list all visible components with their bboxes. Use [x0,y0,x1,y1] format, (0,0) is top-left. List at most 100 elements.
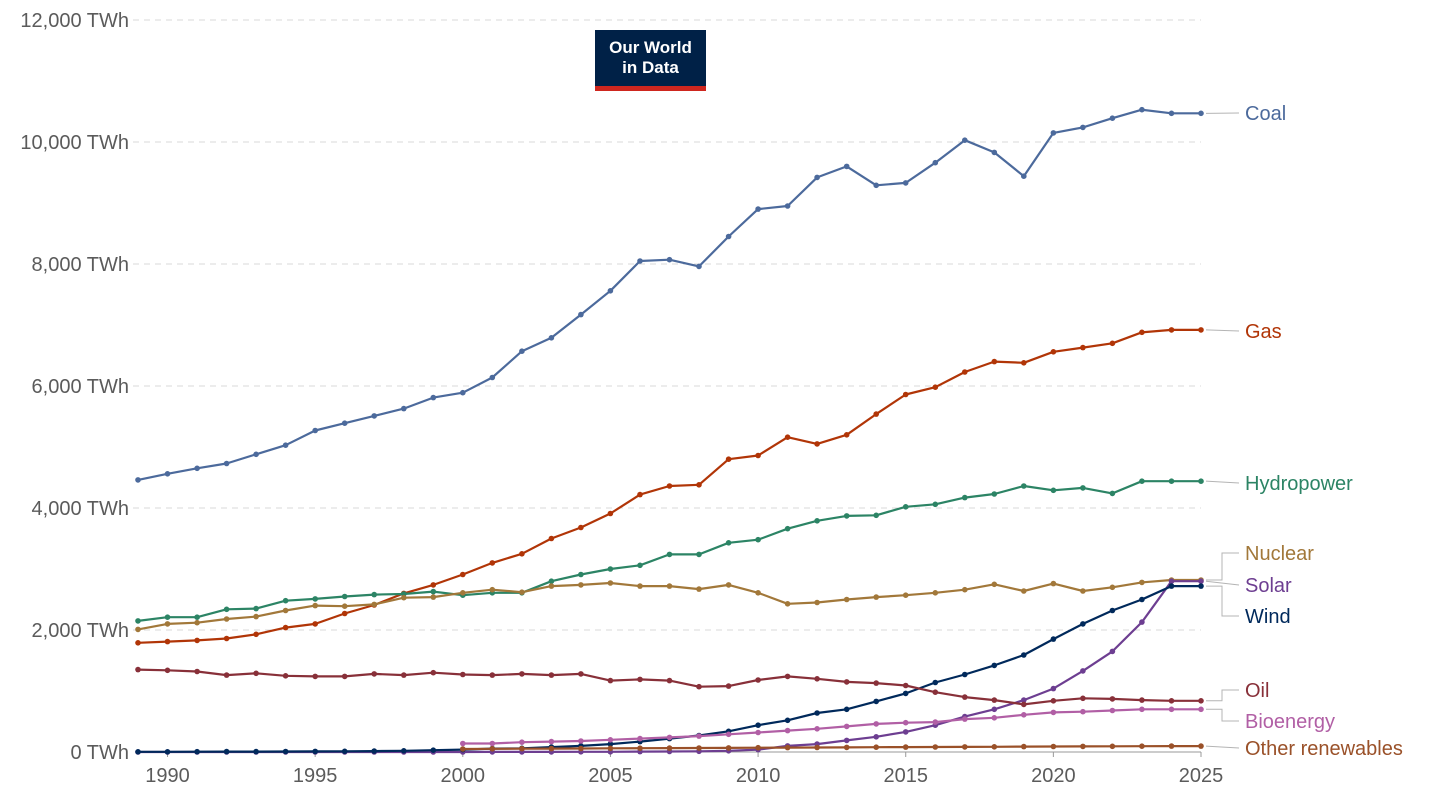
oil-point[interactable] [607,677,614,684]
gas-point[interactable] [637,491,643,498]
wind-point[interactable] [873,698,879,705]
nuclear-point[interactable] [1109,584,1116,591]
wind-point[interactable] [401,748,407,754]
hydropower-point[interactable] [312,596,319,602]
coal-point[interactable] [401,405,407,412]
bioenergy-label[interactable]: Bioenergy [1245,711,1335,733]
oil-point[interactable] [1021,701,1027,708]
gas-point[interactable] [843,432,850,438]
oil-point[interactable] [489,672,496,678]
coal-point[interactable] [1168,110,1175,117]
nuclear-point[interactable] [223,616,230,622]
bioenergy-point[interactable] [962,716,968,722]
other-renewables-point[interactable] [755,744,761,751]
nuclear-point[interactable] [282,607,289,614]
hydropower-point[interactable] [1050,487,1057,494]
solar-point[interactable] [873,734,879,740]
nuclear-point[interactable] [607,580,614,586]
hydropower-point[interactable] [1109,490,1116,497]
hydropower-point[interactable] [755,536,761,543]
wind-point[interactable] [1050,636,1057,642]
nuclear-point[interactable] [135,626,141,633]
bioenergy-point[interactable] [725,731,732,738]
wind-point[interactable] [902,690,909,697]
gas-point[interactable] [282,624,289,631]
other-renewables-point[interactable] [696,745,702,751]
nuclear-point[interactable] [696,586,702,592]
oil-point[interactable] [666,677,673,684]
other-renewables-point[interactable] [991,744,998,750]
other-renewables-point[interactable] [1050,743,1057,750]
nuclear-point[interactable] [873,594,879,600]
oil-point[interactable] [1198,698,1204,704]
nuclear-point[interactable] [489,586,496,593]
nuclear-point[interactable] [519,589,525,595]
hydropower-point[interactable] [223,606,230,613]
oil-point[interactable] [1080,695,1086,702]
wind-line[interactable] [136,584,1203,753]
oil-point[interactable] [282,673,289,679]
gas-point[interactable] [1139,329,1145,336]
hydropower-point[interactable] [814,518,820,524]
coal-point[interactable] [814,174,820,181]
wind-point[interactable] [962,671,968,678]
hydropower-point[interactable] [873,512,879,519]
gas-point[interactable] [962,369,968,375]
wind-point[interactable] [253,748,259,755]
nuclear-point[interactable] [814,599,820,606]
nuclear-point[interactable] [1021,588,1027,594]
coal-point[interactable] [282,442,289,449]
coal-point[interactable] [341,420,348,427]
oil-point[interactable] [223,672,230,678]
coal-point[interactable] [223,460,230,467]
hydropower-point[interactable] [578,571,584,578]
gas-point[interactable] [548,535,555,542]
coal-point[interactable] [1109,115,1116,121]
nuclear-point[interactable] [991,581,998,588]
gas-point[interactable] [666,483,673,489]
coal-point[interactable] [489,374,496,381]
gas-point[interactable] [902,391,909,398]
coal-point[interactable] [725,233,732,240]
other-renewables-point[interactable] [814,744,820,751]
oil-point[interactable] [755,677,761,683]
gas-point[interactable] [814,441,820,447]
nuclear-label[interactable]: Nuclear [1245,543,1314,565]
series-other-renewables[interactable] [460,743,1204,752]
coal-point[interactable] [932,159,939,166]
other-renewables-point[interactable] [725,745,732,751]
gas-point[interactable] [489,560,496,566]
gas-point[interactable] [135,640,141,646]
bioenergy-point[interactable] [1080,708,1086,715]
hydropower-point[interactable] [282,597,289,604]
wind-point[interactable] [784,717,791,724]
nuclear-point[interactable] [1050,580,1057,587]
hydropower-point[interactable] [725,540,732,546]
nuclear-point[interactable] [755,590,761,596]
gas-point[interactable] [607,510,614,517]
solar-point[interactable] [1080,668,1086,674]
coal-point[interactable] [253,451,259,458]
coal-point[interactable] [666,256,673,263]
oil-point[interactable] [194,668,200,675]
gas-point[interactable] [194,637,200,644]
oil-point[interactable] [637,676,643,683]
bioenergy-point[interactable] [548,738,555,745]
gas-point[interactable] [1080,344,1086,351]
hydropower-point[interactable] [843,513,850,519]
other-renewables-point[interactable] [1021,743,1027,750]
wind-point[interactable] [991,662,998,669]
solar-label[interactable]: Solar [1245,575,1292,597]
wind-point[interactable] [607,741,614,747]
nuclear-point[interactable] [430,594,437,600]
hydropower-point[interactable] [1080,485,1086,491]
nuclear-point[interactable] [401,594,407,601]
wind-point[interactable] [1021,652,1027,658]
gas-point[interactable] [341,610,348,617]
bioenergy-point[interactable] [1139,706,1145,713]
coal-point[interactable] [637,258,643,264]
hydropower-point[interactable] [902,504,909,510]
hydropower-point[interactable] [194,614,200,620]
wind-label[interactable]: Wind [1245,606,1291,628]
hydropower-point[interactable] [548,578,555,584]
